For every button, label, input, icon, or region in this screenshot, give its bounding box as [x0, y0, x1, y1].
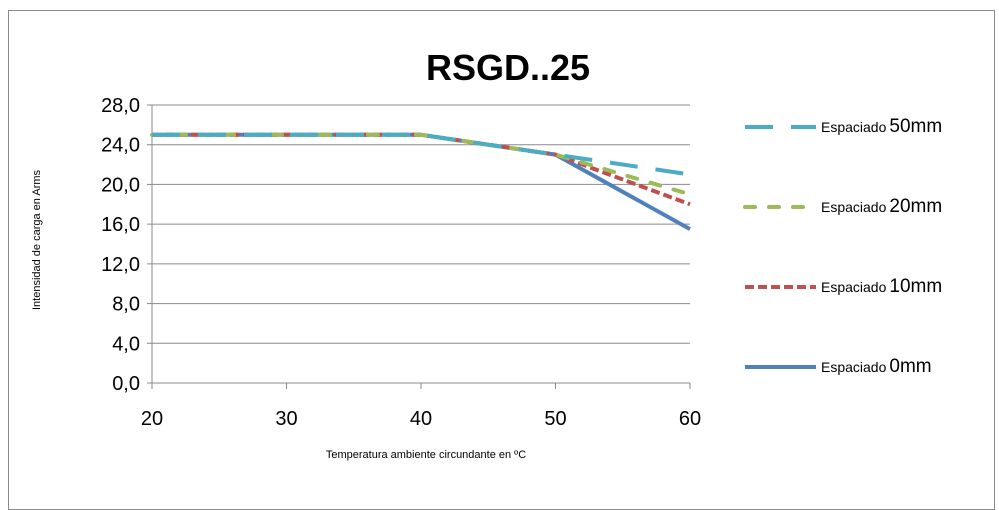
legend-label-suffix: 20mm — [889, 196, 942, 217]
chart-title: RSGD..25 — [426, 47, 590, 88]
legend-label: Espaciado 20mm — [821, 196, 942, 217]
y-tick-label: 16,0 — [101, 214, 140, 236]
legend-label-suffix: 0mm — [889, 356, 931, 377]
legend-label-suffix: 50mm — [889, 116, 942, 137]
legend-label: Espaciado 50mm — [821, 116, 942, 137]
x-tick-label: 20 — [141, 408, 163, 430]
legend-label-prefix: Espaciado — [821, 279, 887, 295]
x-axis-label: Temperatura ambiente circundante en ºC — [326, 449, 526, 461]
legend-label: Espaciado 10mm — [821, 276, 942, 297]
legend-label-prefix: Espaciado — [821, 359, 887, 375]
series-line-50mm — [152, 132, 691, 177]
series-line-10mm — [152, 132, 691, 207]
y-tick-label: 20,0 — [101, 174, 140, 196]
series-line-0mm — [152, 132, 691, 231]
y-axis-label: Intensidad de carga en Arms — [31, 169, 43, 310]
legend-label-prefix: Espaciado — [821, 199, 887, 215]
y-tick-label: 12,0 — [101, 254, 140, 276]
y-tick-label: 8,0 — [112, 294, 140, 316]
series-layer — [150, 132, 692, 231]
x-tick-label: 60 — [679, 408, 701, 430]
y-tick-label: 4,0 — [112, 333, 140, 355]
legend-label: Espaciado 0mm — [821, 356, 932, 377]
y-tick-label: 24,0 — [101, 135, 140, 157]
x-axis: 20 30 40 50 60 — [141, 383, 701, 430]
x-tick-label: 30 — [275, 408, 297, 430]
legend-label-prefix: Espaciado — [821, 119, 887, 135]
y-tick-label: 28,0 — [101, 95, 140, 117]
y-axis: 0,0 4,0 8,0 12,0 16,0 20,0 24,0 28,0 — [101, 95, 690, 395]
x-tick-label: 50 — [544, 408, 566, 430]
y-tick-label: 0,0 — [112, 373, 140, 395]
chart-frame — [8, 10, 995, 510]
x-tick-label: 40 — [410, 408, 432, 430]
legend-label-suffix: 10mm — [889, 276, 942, 297]
